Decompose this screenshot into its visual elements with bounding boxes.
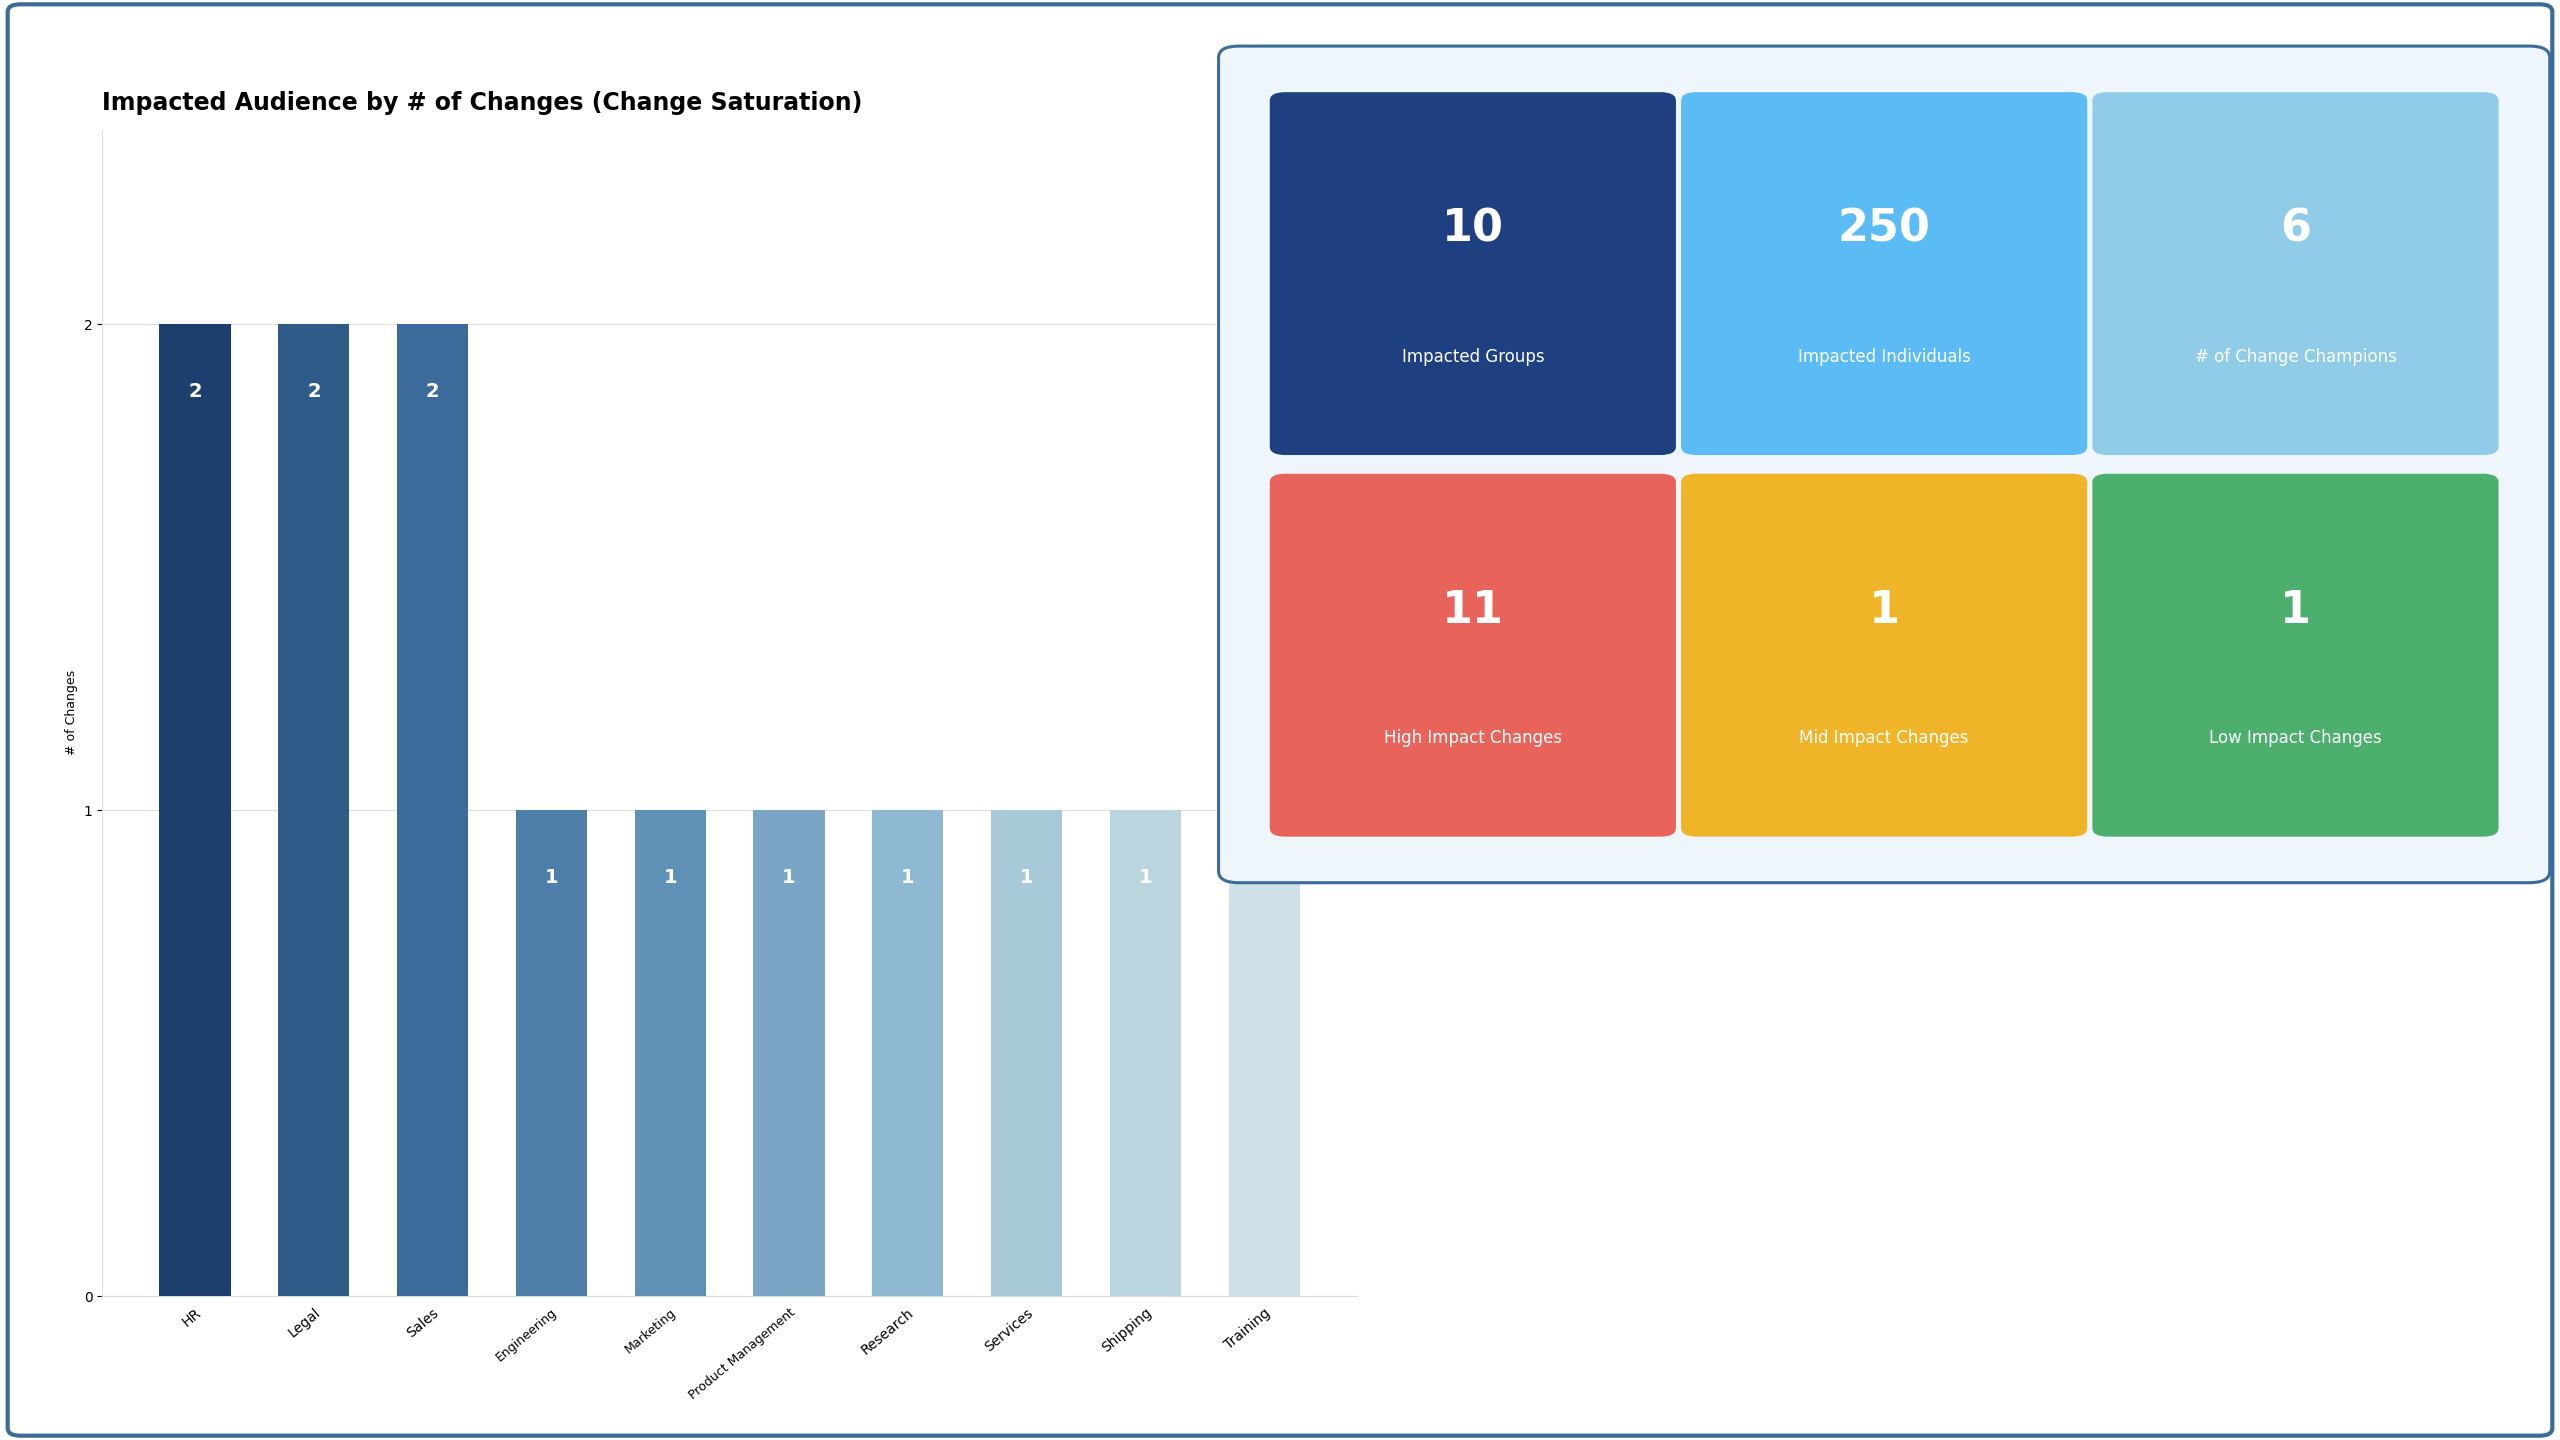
Text: 1: 1 <box>783 868 796 887</box>
Text: 1: 1 <box>1139 868 1152 887</box>
Y-axis label: # of Changes: # of Changes <box>64 670 79 756</box>
Bar <box>873 809 945 1296</box>
Text: 2: 2 <box>307 382 320 402</box>
Text: 2: 2 <box>189 382 202 402</box>
Text: Impacted Groups: Impacted Groups <box>1400 347 1544 366</box>
Text: Impacted Individuals: Impacted Individuals <box>1797 347 1971 366</box>
Bar <box>159 324 230 1296</box>
Text: Mid Impact Changes: Mid Impact Changes <box>1800 729 1969 747</box>
Text: 1: 1 <box>901 868 914 887</box>
Bar <box>279 324 351 1296</box>
Text: 1: 1 <box>1869 589 1900 632</box>
Bar <box>1108 809 1180 1296</box>
Text: 1: 1 <box>2281 589 2312 632</box>
Text: 2: 2 <box>425 382 440 402</box>
Bar <box>991 809 1062 1296</box>
Bar <box>635 809 707 1296</box>
Bar <box>397 324 468 1296</box>
Text: 11: 11 <box>1441 589 1503 632</box>
Bar <box>515 809 586 1296</box>
Text: High Impact Changes: High Impact Changes <box>1385 729 1562 747</box>
Text: 1: 1 <box>545 868 558 887</box>
Text: Low Impact Changes: Low Impact Changes <box>2209 729 2381 747</box>
Text: 1: 1 <box>1019 868 1034 887</box>
Bar <box>1229 809 1300 1296</box>
Text: 1: 1 <box>663 868 676 887</box>
Text: 250: 250 <box>1838 207 1930 251</box>
Text: 10: 10 <box>1441 207 1503 251</box>
Text: Impacted Audience by # of Changes (Change Saturation): Impacted Audience by # of Changes (Chang… <box>102 91 863 115</box>
Bar <box>753 809 824 1296</box>
Text: # of Change Champions: # of Change Champions <box>2194 347 2396 366</box>
Text: 1: 1 <box>1257 868 1270 887</box>
Text: 6: 6 <box>2281 207 2312 251</box>
